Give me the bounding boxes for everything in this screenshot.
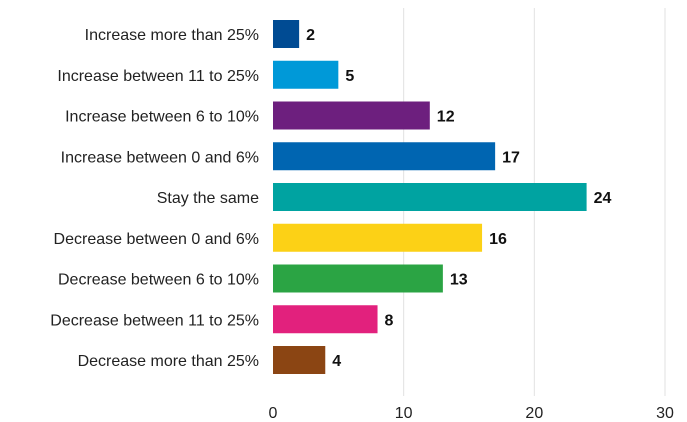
data-label: 5 bbox=[345, 68, 354, 85]
data-label: 24 bbox=[594, 190, 612, 207]
x-axis-tick-labels: 0 10 20 30 bbox=[269, 405, 674, 422]
category-label: Decrease more than 25% bbox=[78, 353, 259, 370]
data-label: 8 bbox=[385, 312, 394, 329]
category-label: Decrease between 11 to 25% bbox=[50, 312, 259, 329]
data-label: 12 bbox=[437, 109, 455, 126]
bars bbox=[273, 20, 587, 374]
bar bbox=[273, 264, 443, 293]
bar bbox=[273, 60, 339, 89]
x-tick-label: 20 bbox=[525, 405, 543, 422]
bar bbox=[273, 223, 483, 252]
bar bbox=[273, 183, 587, 211]
data-label: 2 bbox=[306, 27, 315, 44]
bar bbox=[273, 142, 496, 171]
bar bbox=[273, 20, 300, 48]
category-label: Increase between 6 to 10% bbox=[65, 109, 259, 126]
category-label: Increase between 11 to 25% bbox=[57, 68, 259, 85]
data-label: 16 bbox=[489, 231, 507, 248]
x-tick-label: 30 bbox=[656, 405, 674, 422]
x-tick-label: 0 bbox=[269, 405, 278, 422]
value-labels: 2 5 12 17 24 16 13 8 4 bbox=[306, 27, 611, 370]
data-label: 4 bbox=[332, 353, 341, 370]
category-label: Increase more than 25% bbox=[85, 27, 259, 44]
data-label: 17 bbox=[502, 149, 520, 166]
category-label: Decrease between 0 and 6% bbox=[54, 231, 259, 248]
category-label: Increase between 0 and 6% bbox=[61, 149, 259, 166]
category-label: Stay the same bbox=[157, 190, 259, 207]
bar bbox=[273, 305, 378, 334]
bar bbox=[273, 346, 326, 374]
category-labels: Increase more than 25% Increase between 1… bbox=[50, 27, 259, 370]
x-tick-label: 10 bbox=[395, 405, 413, 422]
bar bbox=[273, 101, 430, 130]
data-label: 13 bbox=[450, 272, 468, 289]
category-label: Decrease between 6 to 10% bbox=[58, 272, 259, 289]
